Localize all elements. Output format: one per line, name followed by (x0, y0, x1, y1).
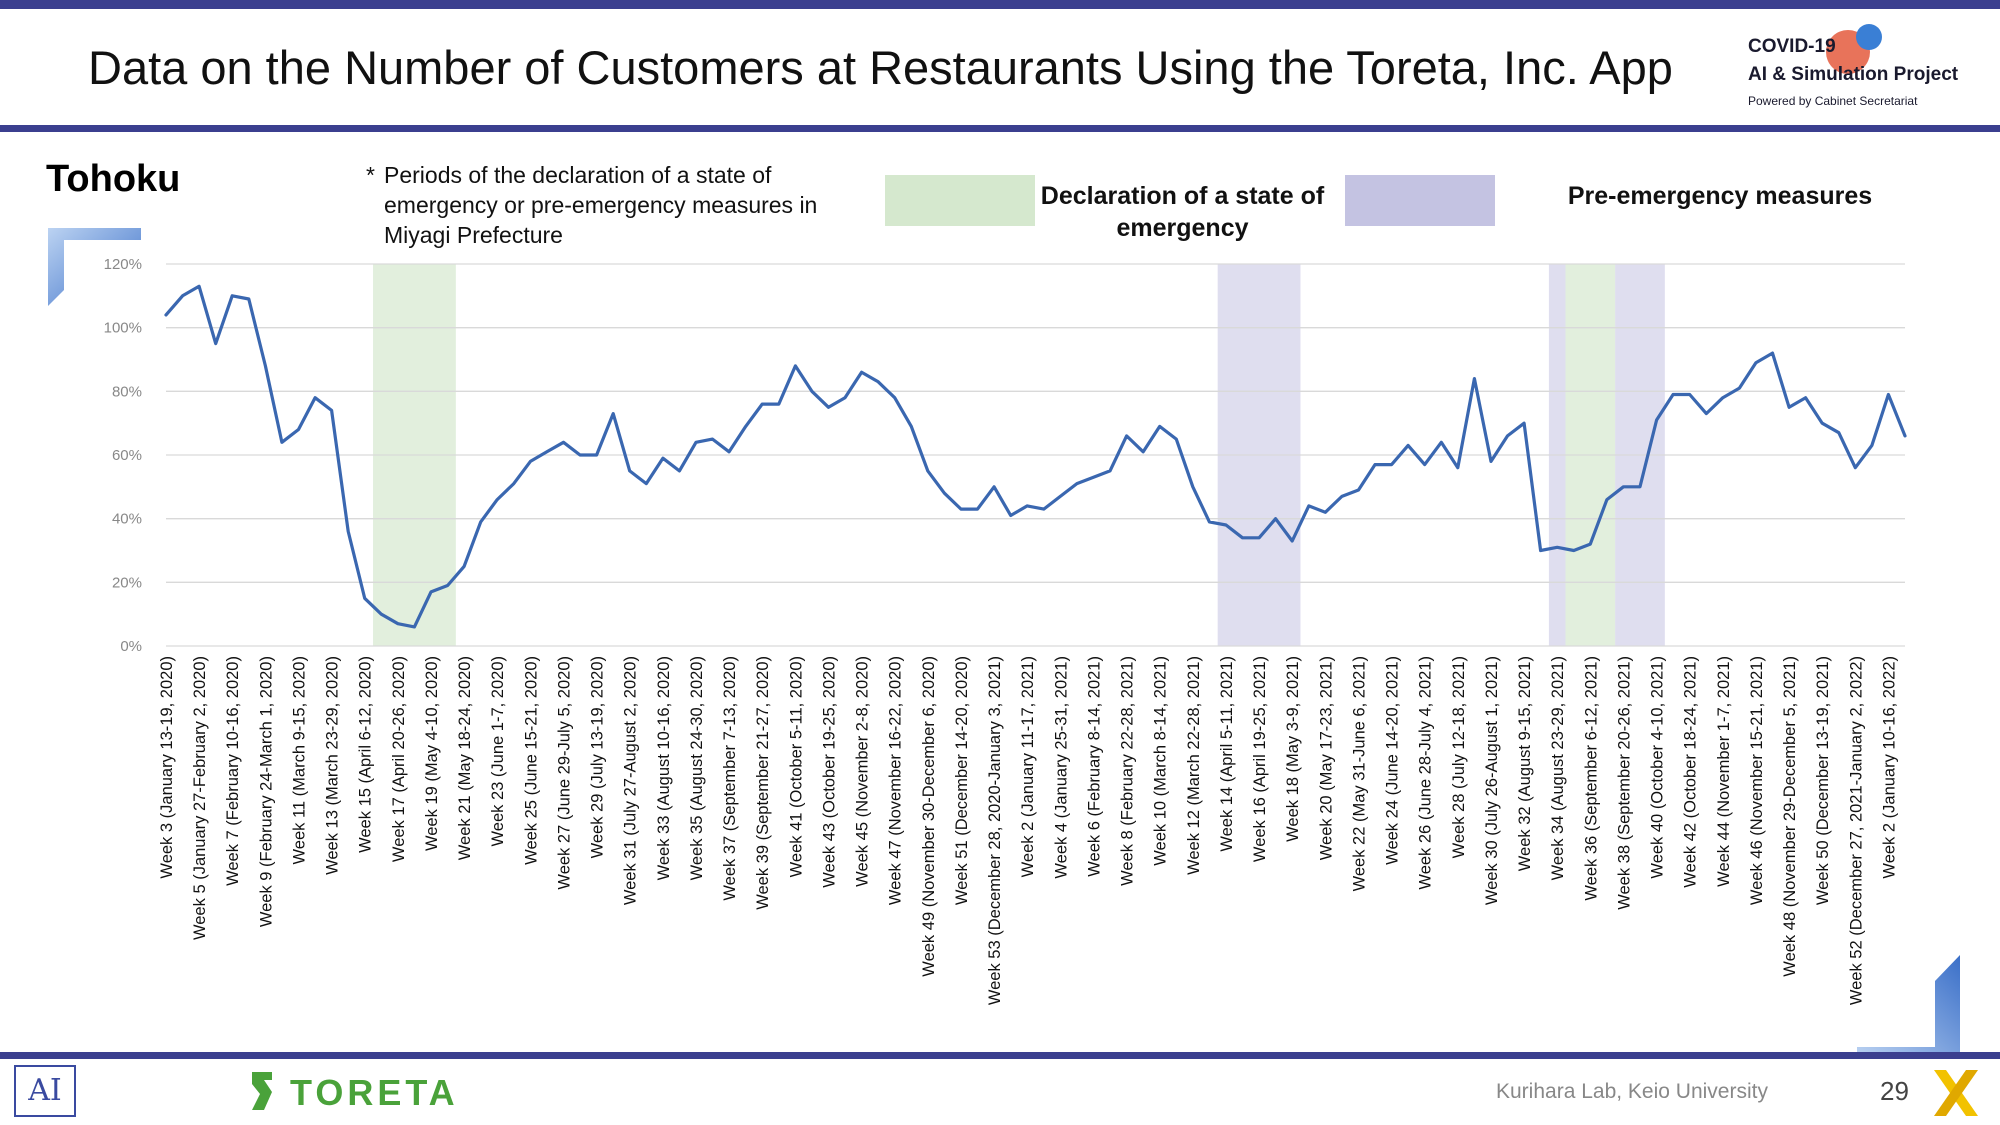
x-tick-label: Week 14 (April 5-11, 2021) (1218, 656, 1236, 852)
x-tick-label: Week 20 (May 17-23, 2021) (1317, 656, 1335, 860)
x-tick-label: Week 32 (August 9-15, 2021) (1516, 656, 1534, 871)
x-tick-label: Week 30 (July 26-August 1, 2021) (1483, 656, 1501, 905)
lab-credit: Kurihara Lab, Keio University (1496, 1080, 1768, 1103)
toreta-mark-icon (252, 1072, 272, 1110)
toreta-wordmark: TORETA (290, 1072, 459, 1113)
corner-arrow-decoration-icon (48, 228, 141, 306)
x-tick-label: Week 38 (September 20-26, 2021) (1615, 656, 1633, 910)
page-title: Data on the Number of Customers at Resta… (88, 41, 1673, 94)
y-tick-label-40: 40% (112, 511, 142, 528)
legend-swatch-emergency (885, 175, 1035, 226)
x-tick-label: Week 10 (March 8-14, 2021) (1152, 656, 1170, 866)
x-tick-label: Week 39 (September 21-27, 2020) (754, 656, 772, 910)
series-line-tohoku (164, 284, 1907, 629)
x-tick-label: Week 48 (November 29-December 5, 2021) (1781, 656, 1799, 977)
legend-label-pre-emergency: Pre-emergency measures (1567, 182, 1873, 210)
legend-label-emergency: Declaration of a state of emergency (1040, 182, 1325, 242)
logo-line-3: Powered by Cabinet Secretariat (1748, 94, 1918, 108)
x-tick-label: Week 15 (April 6-12, 2020) (357, 656, 375, 853)
y-tick-label-120: 120% (104, 256, 142, 273)
page-number: 29 (1880, 1076, 1909, 1106)
region-label: Tohoku (46, 158, 181, 200)
x-tick-label: Week 28 (July 12-18, 2021) (1450, 656, 1468, 858)
x-tick-label: Week 16 (April 19-25, 2021) (1251, 656, 1269, 862)
x-tick-label: Week 29 (July 13-19, 2020) (589, 656, 607, 858)
x-tick-label: Week 12 (March 22-28, 2021) (1185, 656, 1203, 875)
x-tick-label: Week 35 (August 24-30, 2020) (688, 656, 706, 880)
x-tick-label: Week 2 (January 11-17, 2021) (1019, 656, 1037, 877)
y-tick-label-20: 20% (112, 574, 142, 591)
x-tick-label: Week 49 (November 30-December 6, 2020) (920, 656, 938, 977)
note-asterisk: * (366, 162, 375, 188)
x-tick-label: Week 9 (February 24-March 1, 2020) (257, 656, 275, 927)
y-tick-label-60: 60% (112, 447, 142, 464)
x-tick-label: Week 52 (December 27, 2021-January 2, 20… (1847, 656, 1865, 1005)
x-tick-label: Week 51 (December 14-20, 2020) (953, 656, 971, 905)
ai-lab-logo: AI (14, 1065, 76, 1117)
x-tick-label: Week 13 (March 23-29, 2020) (324, 656, 342, 875)
top-accent-bar (0, 0, 2000, 9)
x-tick-label: Week 44 (November 1-7, 2021) (1715, 656, 1733, 887)
x-tick-label: Week 50 (December 13-19, 2021) (1814, 656, 1832, 905)
x-tick-label: Week 37 (September 7-13, 2020) (721, 656, 739, 901)
x-tick-label: Week 46 (November 15-21, 2021) (1748, 656, 1766, 905)
x-tick-label: Week 6 (February 8-14, 2021) (1085, 656, 1103, 877)
x-tick-label: Week 47 (November 16-22, 2020) (887, 656, 905, 905)
x-tick-label: Week 2 (January 10-16, 2022) (1880, 656, 1898, 879)
x-tick-label: Week 26 (June 28-July 4, 2021) (1417, 656, 1435, 890)
x-tick-label: Week 43 (October 19-25, 2020) (820, 656, 838, 888)
x-tick-label: Week 40 (October 4-10, 2021) (1649, 656, 1667, 879)
x-tick-label: Week 11 (March 9-15, 2020) (290, 656, 308, 865)
x-tick-label: Week 23 (June 1-7, 2020) (489, 656, 507, 846)
x-tick-label: Week 45 (November 2-8, 2020) (854, 656, 872, 887)
x-tick-label: Week 34 (August 23-29, 2021) (1549, 656, 1567, 880)
logo-blue-circle (1856, 24, 1882, 50)
shading-note: * Periods of the declaration of a state … (366, 160, 868, 250)
x-tick-label: Week 53 (December 28, 2020-January 3, 20… (986, 656, 1004, 1005)
note-text: Periods of the declaration of a state of… (384, 162, 818, 248)
x-logo-icon (1934, 1070, 1978, 1116)
x-tick-label: Week 7 (February 10-16, 2020) (224, 656, 242, 886)
x-tick-label: Week 24 (June 14-20, 2021) (1384, 656, 1402, 865)
x-tick-label: Week 17 (April 20-26, 2020) (390, 656, 408, 862)
footer-divider (0, 1052, 2000, 1059)
x-tick-label: Week 42 (October 18-24, 2021) (1682, 656, 1700, 888)
x-tick-label: Week 18 (May 3-9, 2021) (1284, 656, 1302, 842)
x-tick-label: Week 36 (September 6-12, 2021) (1582, 656, 1600, 901)
x-tick-label: Week 8 (February 22-28, 2021) (1119, 656, 1137, 886)
covid-project-logo: COVID-19 AI & Simulation Project Powered… (1748, 22, 1988, 117)
x-tick-label: Week 19 (May 4-10, 2020) (423, 656, 441, 851)
x-tick-label: Week 5 (January 27-February 2, 2020) (191, 656, 209, 940)
x-tick-label: Week 25 (June 15-21, 2020) (522, 656, 540, 865)
corner-arrow-decoration-br-icon (1857, 955, 1960, 1059)
logo-line-2: AI & Simulation Project (1748, 64, 1959, 85)
y-tick-label-100: 100% (104, 320, 142, 337)
logo-line-1: COVID-19 (1748, 36, 1836, 57)
x-tick-label: Week 27 (June 29-July 5, 2020) (555, 656, 573, 890)
y-tick-label-0: 0% (120, 638, 142, 655)
x-tick-label: Week 3 (January 13-19, 2020) (158, 656, 176, 879)
x-tick-label: Week 41 (October 5-11, 2020) (787, 656, 805, 877)
x-tick-label: Week 31 (July 27-August 2, 2020) (622, 656, 640, 905)
y-tick-label-80: 80% (112, 383, 142, 400)
x-tick-label: Week 33 (August 10-16, 2020) (655, 656, 673, 880)
line-chart: 0% 20% 40% 60% 80% 100% 120% Week 3 (January 13… (104, 256, 1907, 1005)
x-tick-label: Week 4 (January 25-31, 2021) (1052, 656, 1070, 879)
x-tick-label: Week 21 (May 18-24, 2020) (456, 656, 474, 860)
legend-swatch-pre-emergency (1345, 175, 1495, 226)
x-tick-label: Week 22 (May 31-June 6, 2021) (1350, 656, 1368, 891)
title-divider (0, 125, 2000, 132)
